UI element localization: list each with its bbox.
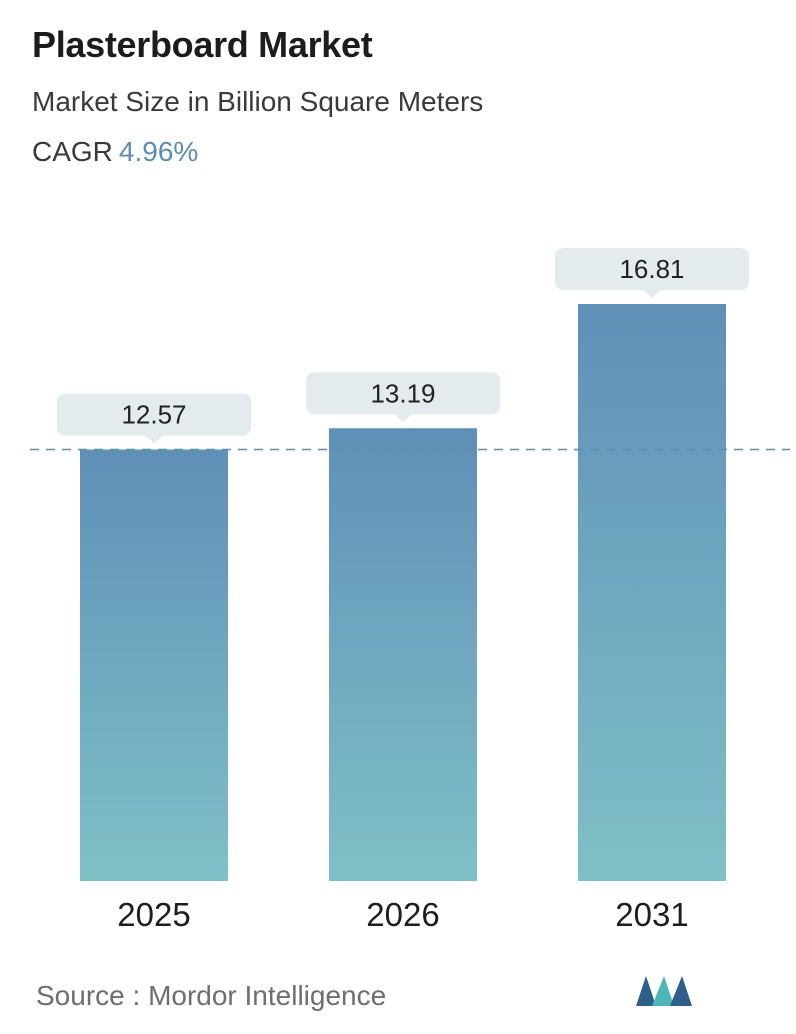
cagr-value: 4.96% [118, 136, 199, 167]
source-note: Source : Mordor Intelligence [36, 980, 386, 1012]
callout-box [57, 393, 251, 436]
data-label: 16.81 [619, 254, 684, 284]
x-tick-label: 2026 [366, 896, 439, 933]
data-label: 12.57 [121, 400, 186, 430]
page-title: Plasterboard Market [32, 24, 373, 65]
value-callout: 13.19 [306, 372, 500, 423]
chart-subtitle: Market Size in Billion Square Meters [32, 86, 484, 117]
callout-box [555, 248, 749, 290]
value-callout: 12.57 [57, 393, 251, 444]
callout-pointer [643, 290, 661, 298]
bar-2025 [80, 449, 228, 881]
x-tick-label: 2025 [117, 896, 190, 933]
callout-pointer [145, 435, 163, 444]
callout-box [306, 372, 500, 415]
cagr-label: CAGR [32, 136, 113, 167]
mordor-logo-icon [636, 976, 692, 1006]
bar-chart: 12.57 2025 13.19 2026 16.81 2031 [30, 248, 790, 933]
source-name: Mordor Intelligence [148, 980, 387, 1011]
cagr-line: CAGR 4.96% [32, 136, 198, 168]
callout-pointer [394, 414, 412, 423]
value-callout: 16.81 [555, 248, 749, 298]
bar-2031 [578, 304, 726, 881]
x-tick-label: 2031 [615, 896, 688, 933]
data-label: 13.19 [370, 378, 435, 408]
source-label: Source : [36, 980, 141, 1011]
bar-2026 [329, 428, 477, 881]
